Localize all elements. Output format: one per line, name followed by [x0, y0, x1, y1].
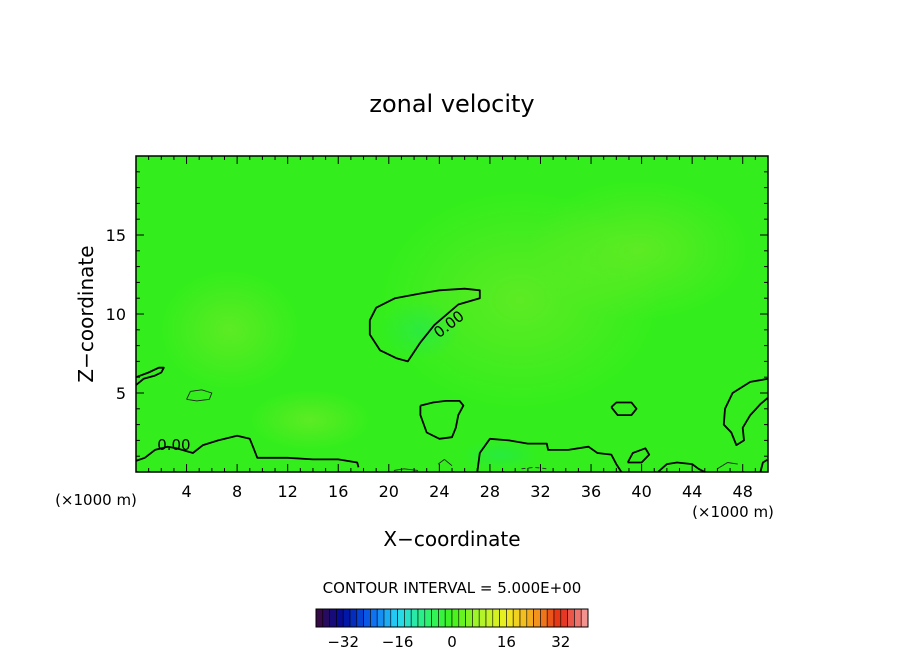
- contour-line: [626, 447, 651, 464]
- colorbar-cell: [465, 608, 473, 628]
- contour-interval-text: CONTOUR INTERVAL = 5.000E+00: [323, 579, 582, 597]
- colorbar-cell: [526, 608, 534, 628]
- colorbar-cell: [336, 608, 344, 628]
- contour-line-thin: [186, 389, 213, 402]
- x-tick-label: 24: [429, 482, 449, 501]
- shade-region: [530, 180, 750, 320]
- colorbar-cell: [438, 608, 446, 628]
- shade-region: [460, 439, 540, 471]
- contour-line: [476, 437, 623, 473]
- colorbar-tick-label: −16: [382, 633, 414, 651]
- x-tick-label: 28: [480, 482, 500, 501]
- x-tick-label: 16: [328, 482, 348, 501]
- colorbar-cell: [580, 608, 589, 628]
- contour-line: [368, 287, 481, 363]
- colorbar-cell: [376, 608, 385, 628]
- x-tick-label: 48: [733, 482, 753, 501]
- colorbar-cell: [390, 608, 398, 628]
- colorbar-cell: [329, 608, 337, 628]
- colorbar-cell: [349, 608, 358, 628]
- colorbar-cell: [315, 608, 324, 628]
- contour-line-thin: [717, 462, 738, 470]
- colorbar-cell: [512, 608, 521, 628]
- plot-area: 0.000.00: [135, 155, 769, 473]
- contour-line-negative: [521, 466, 547, 470]
- colorbar-cell: [370, 608, 378, 628]
- x-tick-label: 44: [682, 482, 702, 501]
- y-tick-label: 5: [116, 384, 126, 403]
- colorbar-cell: [424, 608, 432, 628]
- chart-title: zonal velocity: [369, 90, 534, 118]
- contour-line: [657, 461, 706, 473]
- colorbar-cell: [458, 608, 466, 628]
- colorbar-cell: [342, 608, 351, 628]
- contour-line-thin: [437, 458, 453, 467]
- colorbar-tick-label: 16: [497, 633, 516, 651]
- colorbar-cell: [533, 608, 541, 628]
- x-tick-label: 4: [181, 482, 191, 501]
- colorbar-cell: [553, 608, 562, 628]
- x-unit-right: (×1000 m): [692, 503, 774, 521]
- x-tick-label: 8: [232, 482, 242, 501]
- colorbar-cell: [404, 608, 412, 628]
- colorbar-cell: [499, 608, 507, 628]
- y-axis-label: Z−coordinate: [74, 245, 98, 382]
- colorbar-tick-label: −32: [327, 633, 359, 651]
- contour-line: [135, 366, 165, 386]
- colorbar-cell: [356, 608, 364, 628]
- colorbar-cell: [431, 608, 439, 628]
- colorbar-cell: [444, 608, 453, 628]
- x-tick-label: 20: [379, 482, 399, 501]
- contour-label: 0.00: [157, 436, 190, 454]
- colorbar-cell: [519, 608, 528, 628]
- colorbar-tick-label: 0: [447, 633, 457, 651]
- shade-region: [160, 270, 300, 390]
- colorbar-cell: [485, 608, 494, 628]
- contour-line: [135, 434, 360, 468]
- x-axis-label: X−coordinate: [383, 527, 520, 551]
- x-tick-label: 40: [631, 482, 651, 501]
- colorbar-cell: [410, 608, 419, 628]
- colorbar-cell: [478, 608, 487, 628]
- y-tick-label: 10: [106, 305, 126, 324]
- colorbar-cell: [472, 608, 480, 628]
- colorbar-cell: [540, 608, 548, 628]
- colorbar-cell: [546, 608, 555, 628]
- contour-line-thin: [393, 468, 418, 471]
- colorbar-cell: [506, 608, 514, 628]
- colorbar-cell: [397, 608, 405, 628]
- contour-line: [419, 400, 465, 440]
- colorbar-cell: [451, 608, 460, 628]
- colorbar-cell: [363, 608, 371, 628]
- contour-line: [722, 377, 769, 446]
- contour-line: [759, 458, 769, 473]
- x-tick-label: 36: [581, 482, 601, 501]
- y-tick-label: 15: [106, 226, 126, 245]
- colorbar: −32 −16 0 16 32: [315, 608, 589, 651]
- shade-region: [250, 390, 370, 450]
- x-tick-label: 12: [278, 482, 298, 501]
- colorbar-cell: [383, 608, 392, 628]
- colorbar-cell: [574, 608, 582, 628]
- colorbar-cell: [417, 608, 426, 628]
- colorbar-tick-label: 32: [551, 633, 570, 651]
- colorbar-frame: [315, 608, 589, 628]
- colorbar-cell: [560, 608, 568, 628]
- x-unit-left: (×1000 m): [55, 491, 137, 509]
- shade-region: [380, 300, 460, 360]
- x-tick-label: 32: [530, 482, 550, 501]
- colorbar-cell: [492, 608, 500, 628]
- colorbar-cell: [567, 608, 575, 628]
- colorbar-cell: [322, 608, 330, 628]
- contour-line: [610, 401, 638, 416]
